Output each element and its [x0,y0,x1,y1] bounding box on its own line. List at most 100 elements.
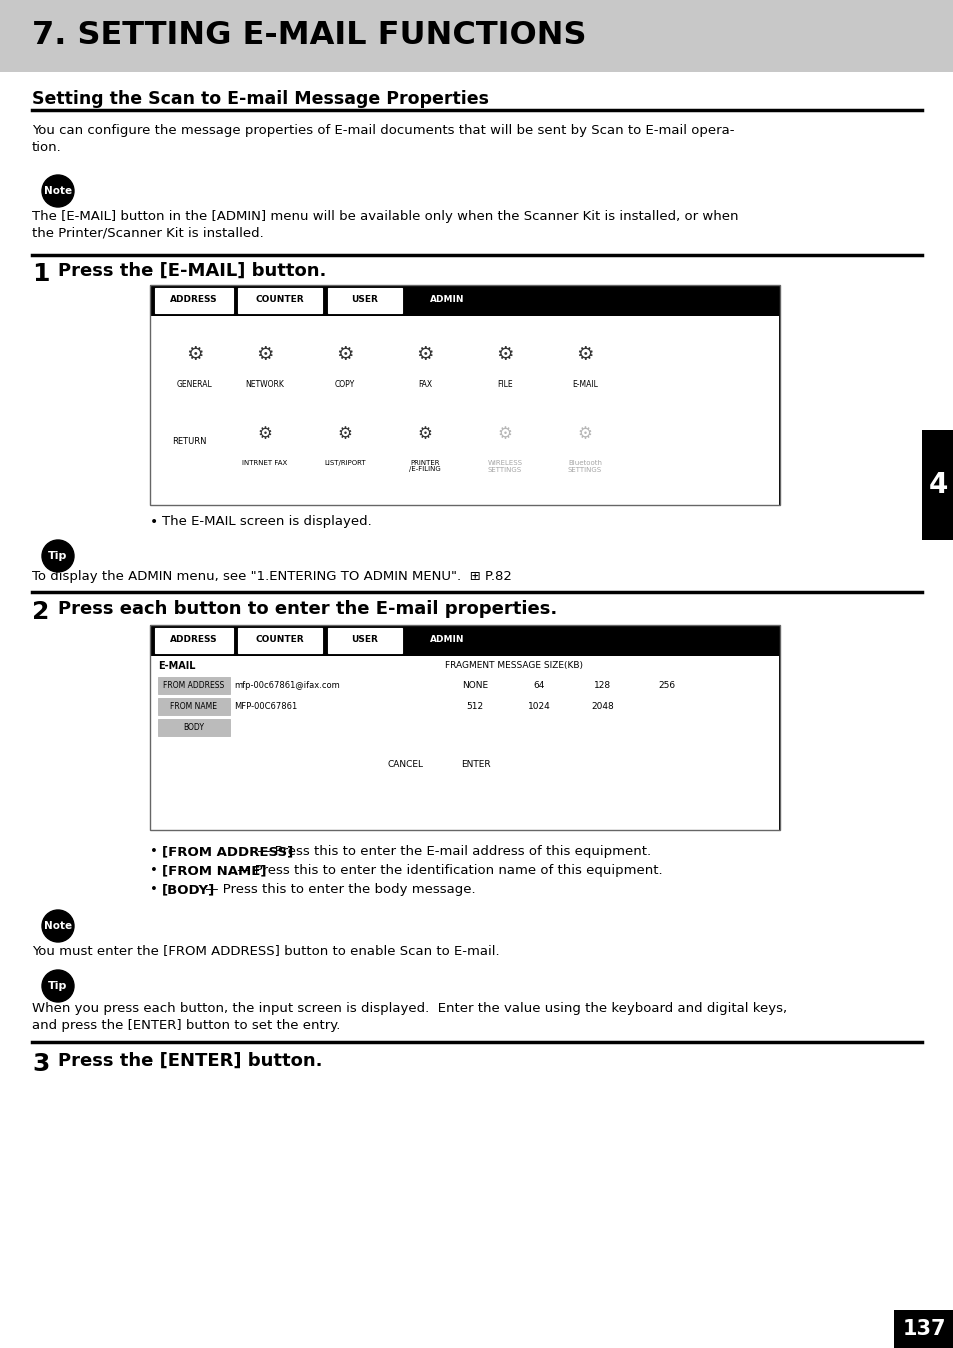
Text: USER: USER [352,635,378,644]
Text: LIST/RIPORT: LIST/RIPORT [324,460,365,466]
Bar [232,718,416,736]
Text: NONE: NONE [461,681,488,690]
FancyBboxPatch shape [156,429,222,454]
Text: [FROM NAME]: [FROM NAME] [162,864,266,878]
Bar [314,319,375,377]
Bar [154,628,233,652]
Text: 3: 3 [32,1051,50,1076]
Text: COUNTER: COUNTER [255,635,304,644]
Text: ADDRESS: ADDRESS [170,295,217,305]
Text: Note: Note [44,921,72,931]
Text: ⚙: ⚙ [416,345,434,364]
Text: ADMIN: ADMIN [429,295,464,305]
Bar [165,319,225,377]
Text: ENTER: ENTER [460,760,490,768]
Text: 1: 1 [32,262,50,286]
Text: BODY: BODY [183,723,204,732]
Text: ⚙: ⚙ [335,345,354,364]
Bar [475,400,535,458]
Text: and press the [ENTER] button to set the entry.: and press the [ENTER] button to set the … [32,1019,340,1033]
Text: You can configure the message properties of E-mail documents that will be sent b: You can configure the message properties… [32,124,734,137]
Bar [151,315,779,506]
Text: mfp-00c67861@ifax.com: mfp-00c67861@ifax.com [233,681,339,690]
Text: COPY: COPY [335,380,355,390]
Bar [154,288,233,313]
Text: Bluetooth
SETTINGS: Bluetooth SETTINGS [567,460,601,473]
Text: To display the ADMIN menu, see "1.ENTERING TO ADMIN MENU".  ⊞ P.82: To display the ADMIN menu, see "1.ENTERI… [32,570,512,582]
Text: E-MAIL: E-MAIL [572,380,598,390]
Bar [509,698,568,714]
Text: NETWORK: NETWORK [245,380,284,390]
Text: 4: 4 [927,470,946,499]
Bar [234,400,294,458]
Bar [328,288,401,313]
Bar [234,319,294,377]
Text: COUNTER: COUNTER [255,295,304,305]
Text: Press the [E-MAIL] button.: Press the [E-MAIL] button. [58,262,326,280]
Bar [150,625,780,830]
Bar [555,400,615,458]
Text: 2048: 2048 [591,702,614,710]
Bar [151,656,779,830]
Bar [509,677,568,694]
Bar [447,756,504,772]
Text: •: • [150,515,158,528]
Text: ⚙: ⚙ [417,425,432,443]
Text: INTRNET FAX: INTRNET FAX [242,460,287,466]
Text: Setting the Scan to E-mail Message Properties: Setting the Scan to E-mail Message Prope… [32,90,489,108]
Text: 256: 256 [658,681,675,690]
Bar [232,698,416,714]
Bar [573,698,633,714]
Text: USER: USER [352,295,378,305]
Bar [314,400,375,458]
Text: FROM ADDRESS: FROM ADDRESS [163,681,224,690]
Bar [328,628,401,652]
Bar [150,284,780,506]
Text: PRINTER
/E-FILING: PRINTER /E-FILING [409,460,440,473]
Bar [0,0,953,71]
Text: [BODY]: [BODY] [162,883,215,896]
Text: The [E-MAIL] button in the [ADMIN] menu will be available only when the Scanner : The [E-MAIL] button in the [ADMIN] menu … [32,210,738,222]
Bar [555,319,615,377]
Text: — Press this to enter the E-mail address of this equipment.: — Press this to enter the E-mail address… [253,845,651,857]
Circle shape [42,910,74,942]
Text: FILE: FILE [497,380,513,390]
Text: 128: 128 [594,681,611,690]
Bar [232,677,416,694]
Bar [444,698,504,714]
Text: Press each button to enter the E-mail properties.: Press each button to enter the E-mail pr… [58,600,557,617]
Text: The E-MAIL screen is displayed.: The E-MAIL screen is displayed. [162,515,372,528]
Bar [158,698,230,714]
Bar [573,677,633,694]
Text: FRAGMENT MESSAGE SIZE(KB): FRAGMENT MESSAGE SIZE(KB) [444,661,582,670]
Bar [237,628,322,652]
Text: ADDRESS: ADDRESS [170,635,217,644]
Bar [158,718,230,736]
Text: FROM NAME: FROM NAME [171,702,217,710]
Circle shape [42,175,74,208]
Text: Press the [ENTER] button.: Press the [ENTER] button. [58,1051,322,1070]
Text: FAX: FAX [417,380,432,390]
Bar [370,756,441,772]
Bar [395,319,455,377]
Bar [237,288,322,313]
Text: Tip: Tip [49,551,68,561]
Text: E-MAIL: E-MAIL [158,661,195,671]
Text: Note: Note [44,186,72,195]
Text: the Printer/Scanner Kit is installed.: the Printer/Scanner Kit is installed. [32,226,263,239]
Text: RETURN: RETURN [172,437,206,445]
Text: CANCEL: CANCEL [388,760,423,768]
Bar [921,430,953,541]
Text: — Press this to enter the body message.: — Press this to enter the body message. [201,883,476,896]
Bar [158,677,230,694]
Text: 2: 2 [32,600,50,624]
Text: — Press this to enter the identification name of this equipment.: — Press this to enter the identification… [233,864,662,878]
Text: ADMIN: ADMIN [429,635,464,644]
Bar [444,677,504,694]
Text: ⚙: ⚙ [337,425,352,443]
Text: 137: 137 [902,1318,944,1339]
Text: When you press each button, the input screen is displayed.  Enter the value usin: When you press each button, the input sc… [32,1002,786,1015]
Circle shape [42,541,74,572]
Text: ⚙: ⚙ [257,425,273,443]
Text: 1024: 1024 [527,702,550,710]
